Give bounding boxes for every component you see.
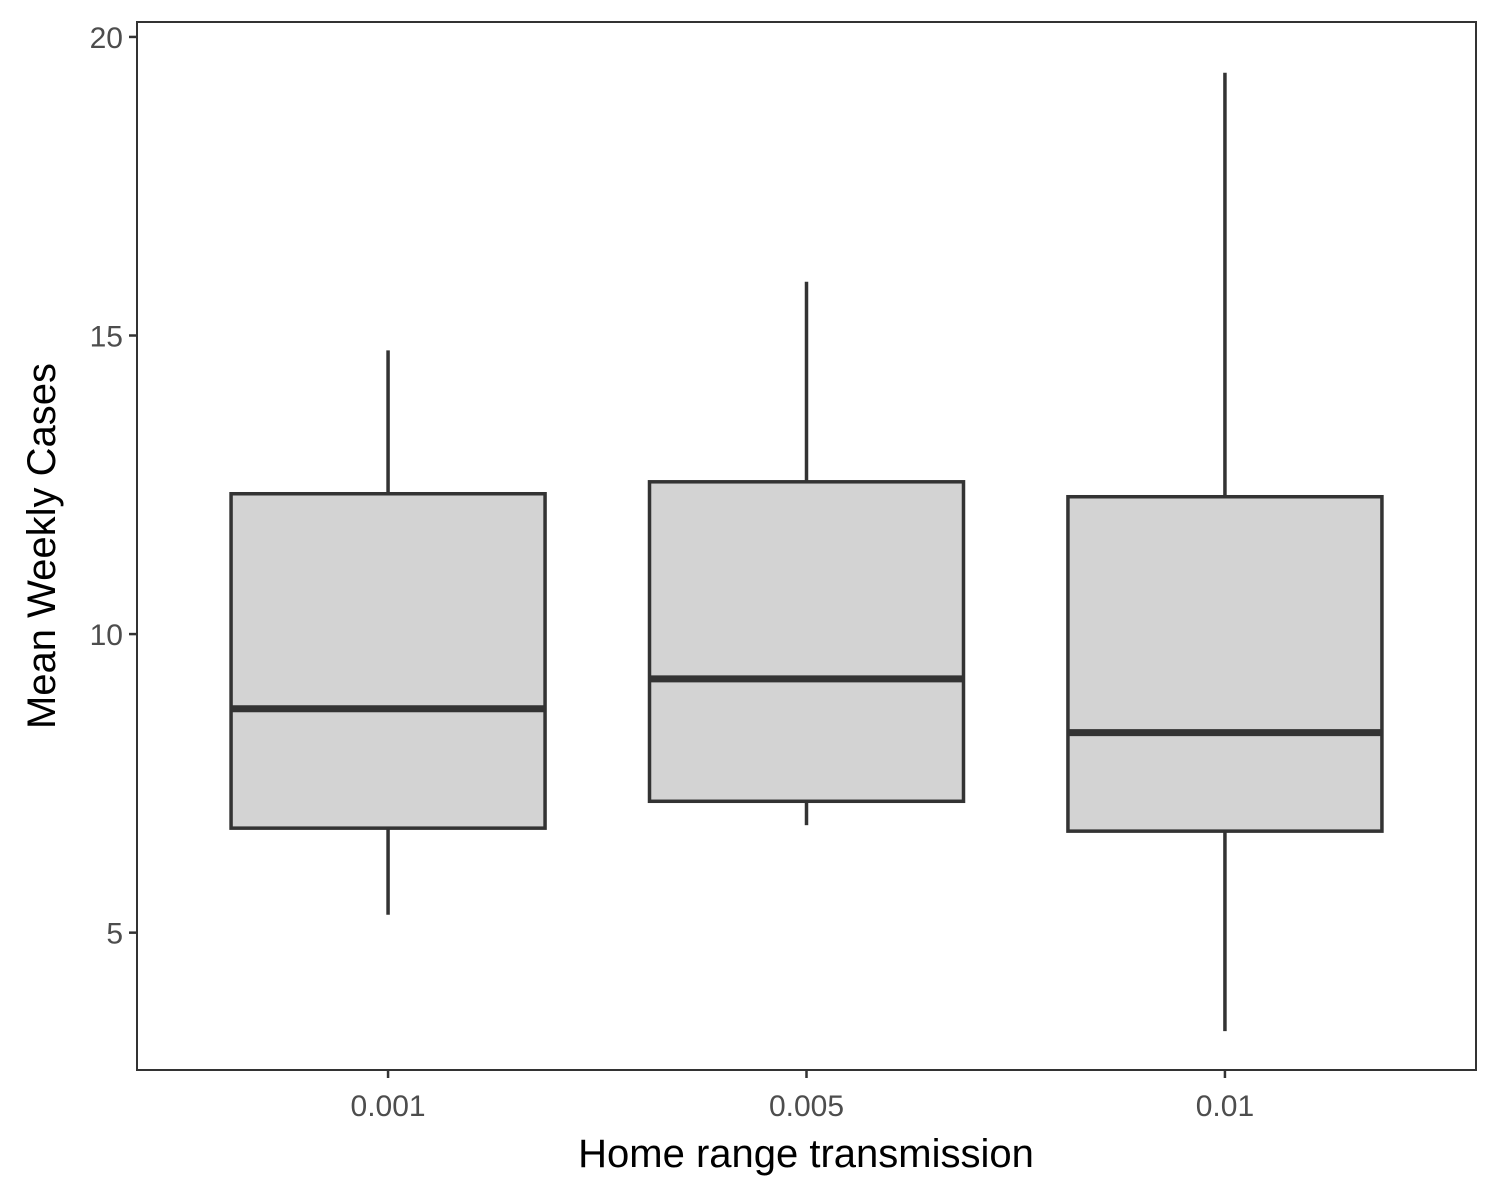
box-body — [229, 491, 547, 830]
x-axis: 0.001 0.005 0.01 — [351, 1070, 1254, 1123]
box-body — [1066, 494, 1384, 833]
y-tick-label: 20 — [90, 22, 123, 55]
box-0.005 — [647, 281, 966, 826]
x-tick-label: 0.001 — [351, 1090, 426, 1123]
boxes — [229, 72, 1384, 1032]
box-0.001 — [229, 350, 547, 915]
x-tick-label: 0.01 — [1196, 1090, 1254, 1123]
y-tick-label: 15 — [90, 321, 123, 354]
y-tick-label: 10 — [90, 619, 123, 652]
x-tick-label: 0.005 — [769, 1090, 844, 1123]
x-axis-title: Home range transmission — [578, 1132, 1034, 1176]
y-tick-label: 5 — [106, 918, 123, 951]
box-0.01 — [1066, 72, 1384, 1032]
y-axis: 5 10 15 20 — [90, 22, 137, 951]
y-axis-title: Mean Weekly Cases — [20, 363, 64, 729]
box-body — [647, 480, 966, 804]
